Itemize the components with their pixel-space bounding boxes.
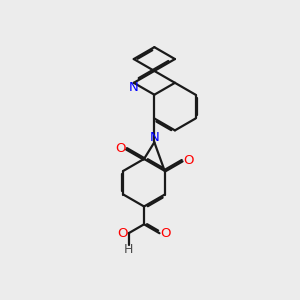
Text: H: H <box>124 243 133 256</box>
Text: O: O <box>116 142 126 155</box>
Text: O: O <box>117 227 128 240</box>
Text: N: N <box>150 131 160 144</box>
Text: O: O <box>160 227 171 240</box>
Text: O: O <box>183 154 193 166</box>
Text: N: N <box>129 81 139 94</box>
